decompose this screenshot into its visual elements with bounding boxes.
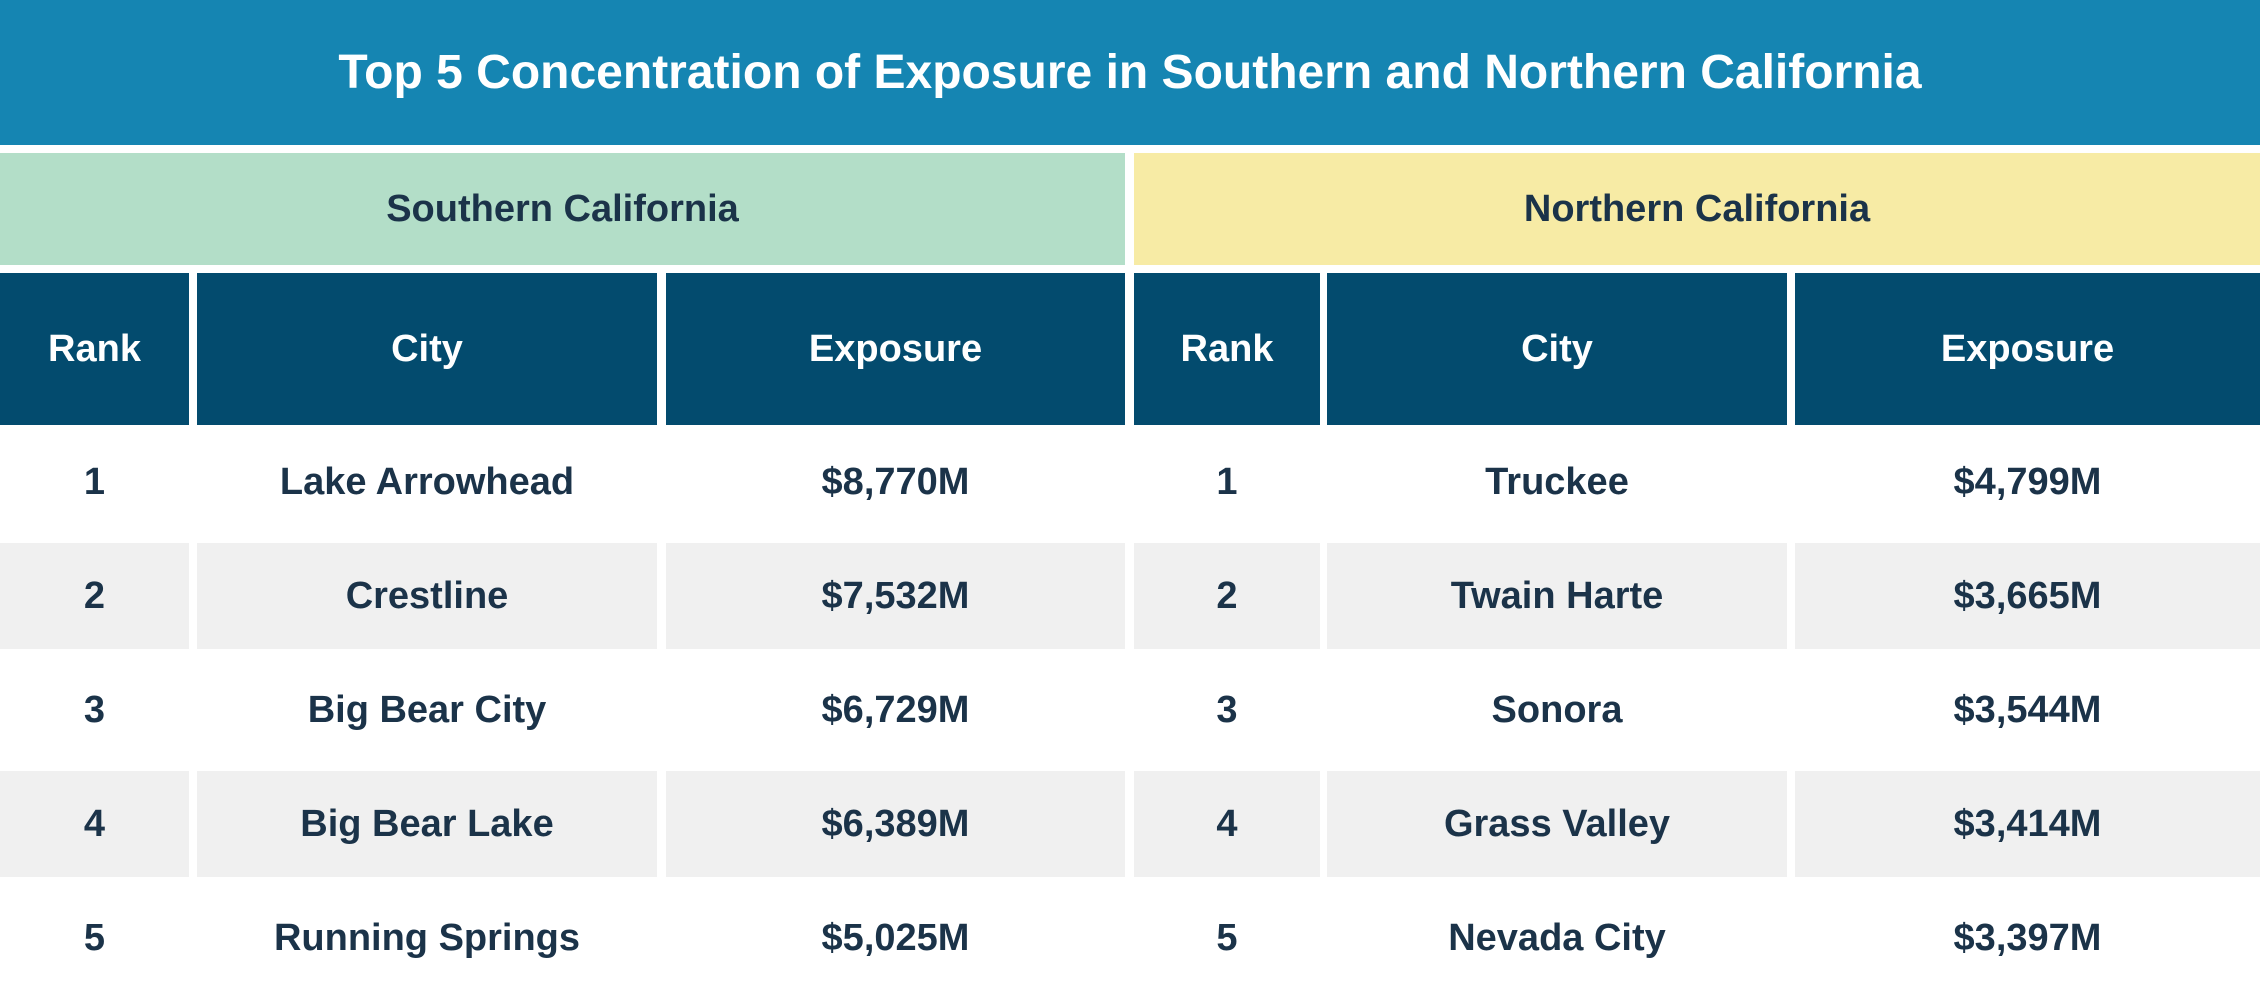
south-column-header-rank: Rank bbox=[0, 273, 189, 425]
north-row-2-rank: 2 bbox=[1134, 543, 1320, 649]
north-row-1-exposure: $4,799M bbox=[1953, 460, 2102, 503]
north-row-2-city: Twain Harte bbox=[1327, 543, 1787, 649]
south-row-4-exposure: $6,389M bbox=[666, 771, 1125, 877]
north-row-3-exposure: $3,544M bbox=[1953, 688, 2102, 731]
north-row-4-exposure: $3,414M bbox=[1795, 771, 2260, 877]
north-row-1-rank: 1 bbox=[1216, 460, 1238, 503]
south-column-header-exposure: Exposure bbox=[666, 273, 1125, 425]
south-column-header-city: City bbox=[197, 273, 657, 425]
south-row-3-rank: 3 bbox=[83, 688, 106, 731]
north-row-4-rank: 4 bbox=[1134, 771, 1320, 877]
south-row-3-city: Big Bear City bbox=[307, 688, 547, 731]
south-row-2-city: Crestline bbox=[197, 543, 657, 649]
page-title: Top 5 Concentration of Exposure in South… bbox=[0, 0, 2260, 145]
north-row-3-rank: 3 bbox=[1216, 688, 1238, 731]
north-row-2-exposure: $3,665M bbox=[1795, 543, 2260, 649]
south-row-5-rank: 5 bbox=[83, 916, 106, 959]
north-row-5-rank: 5 bbox=[1216, 916, 1238, 959]
north-row-4-city: Grass Valley bbox=[1327, 771, 1787, 877]
southern-california-header: Southern California bbox=[0, 153, 1125, 265]
north-column-header-rank: Rank bbox=[1134, 273, 1320, 425]
north-row-1-city: Truckee bbox=[1485, 460, 1629, 503]
south-row-1-exposure: $8,770M bbox=[821, 460, 970, 503]
south-row-5-exposure: $5,025M bbox=[821, 916, 970, 959]
south-row-3-exposure: $6,729M bbox=[821, 688, 970, 731]
south-row-4-rank: 4 bbox=[0, 771, 189, 877]
north-row-5-city: Nevada City bbox=[1448, 916, 1666, 959]
north-row-5-exposure: $3,397M bbox=[1953, 916, 2102, 959]
south-row-5-city: Running Springs bbox=[273, 916, 581, 959]
north-column-header-city: City bbox=[1327, 273, 1787, 425]
north-row-3-city: Sonora bbox=[1491, 688, 1623, 731]
south-row-4-city: Big Bear Lake bbox=[197, 771, 657, 877]
south-row-2-exposure: $7,532M bbox=[666, 543, 1125, 649]
south-row-2-rank: 2 bbox=[0, 543, 189, 649]
north-column-header-exposure: Exposure bbox=[1795, 273, 2260, 425]
south-row-1-rank: 1 bbox=[83, 460, 106, 503]
northern-california-header: Northern California bbox=[1134, 153, 2260, 265]
south-row-1-city: Lake Arrowhead bbox=[279, 460, 575, 503]
